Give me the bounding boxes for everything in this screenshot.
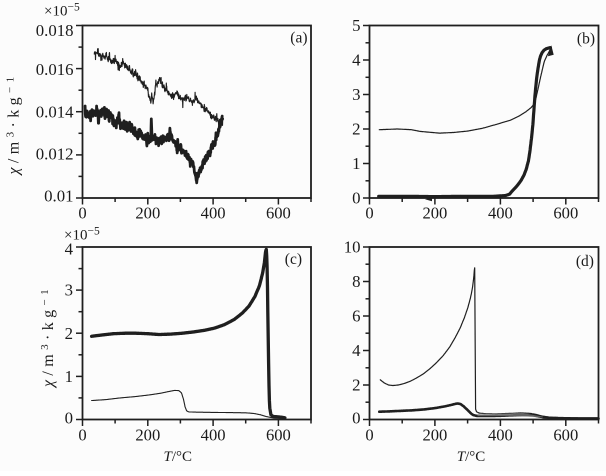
- svg-text:0: 0: [78, 203, 86, 222]
- svg-text:400: 400: [201, 203, 226, 222]
- svg-text:χ/m3·kg−1: χ/m3·kg−1: [39, 285, 57, 389]
- svg-text:0.014: 0.014: [36, 103, 74, 122]
- svg-text:4: 4: [65, 240, 74, 259]
- svg-text:0: 0: [352, 408, 360, 427]
- svg-text:3: 3: [65, 281, 73, 300]
- svg-text:0: 0: [78, 425, 86, 444]
- svg-text:8: 8: [352, 272, 360, 291]
- svg-text:T/°C: T/°C: [457, 449, 486, 465]
- svg-text:(c): (c): [285, 251, 302, 268]
- svg-text:0.01: 0.01: [44, 186, 73, 205]
- svg-text:(b): (b): [577, 30, 595, 47]
- svg-text:2: 2: [352, 120, 360, 139]
- svg-text:0: 0: [365, 425, 373, 444]
- svg-text:4: 4: [352, 341, 361, 360]
- svg-text:0: 0: [365, 203, 373, 222]
- svg-text:×10−5: ×10−5: [44, 2, 80, 20]
- svg-text:200: 200: [422, 425, 447, 444]
- svg-text:6: 6: [352, 307, 360, 326]
- svg-text:5: 5: [352, 16, 360, 35]
- svg-text:400: 400: [488, 425, 513, 444]
- svg-text:600: 600: [553, 203, 578, 222]
- svg-text:600: 600: [266, 425, 291, 444]
- svg-text:400: 400: [488, 203, 513, 222]
- svg-text:200: 200: [135, 425, 160, 444]
- svg-text:0.012: 0.012: [36, 145, 74, 164]
- svg-text:2: 2: [65, 324, 73, 343]
- svg-text:1: 1: [352, 154, 360, 173]
- svg-text:(a): (a): [290, 29, 307, 46]
- svg-text:T/°C: T/°C: [164, 449, 193, 465]
- svg-text:2: 2: [352, 376, 360, 395]
- svg-text:600: 600: [553, 425, 578, 444]
- svg-text:0: 0: [352, 189, 360, 208]
- svg-text:10: 10: [344, 238, 361, 257]
- svg-text:3: 3: [352, 85, 360, 104]
- svg-text:×10−5: ×10−5: [64, 226, 100, 244]
- svg-text:1: 1: [65, 367, 73, 386]
- svg-text:(d): (d): [576, 253, 594, 270]
- svg-text:0.016: 0.016: [36, 60, 74, 79]
- svg-text:0: 0: [65, 408, 73, 427]
- svg-text:600: 600: [266, 203, 291, 222]
- svg-text:4: 4: [352, 51, 361, 70]
- svg-text:400: 400: [201, 425, 226, 444]
- svg-text:χ/m3·kg−1: χ/m3·kg−1: [5, 72, 23, 176]
- svg-text:200: 200: [135, 203, 160, 222]
- svg-text:200: 200: [422, 203, 447, 222]
- svg-text:0.018: 0.018: [36, 21, 74, 40]
